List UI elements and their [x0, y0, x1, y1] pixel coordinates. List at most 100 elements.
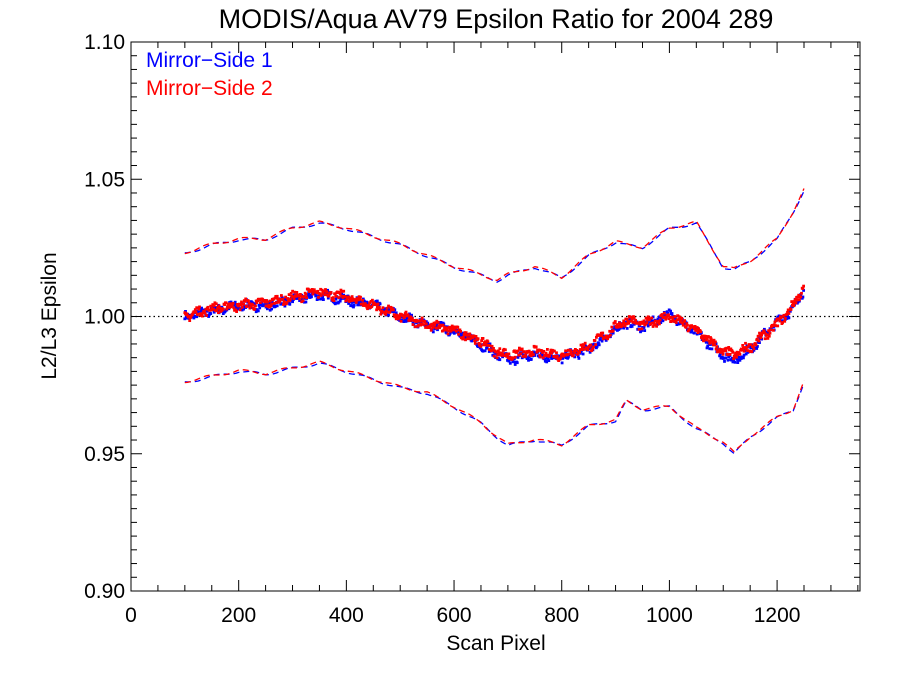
- series-point: [338, 299, 342, 303]
- series-point: [588, 350, 592, 354]
- series-point: [375, 305, 379, 309]
- series-point: [710, 347, 714, 351]
- series-point: [791, 301, 795, 305]
- series-point: [456, 325, 460, 329]
- series-point: [324, 288, 327, 291]
- series-point: [266, 307, 269, 311]
- series-point: [800, 291, 803, 295]
- series-point: [498, 358, 502, 362]
- x-tick-label: 800: [544, 604, 579, 627]
- series-point: [630, 325, 634, 328]
- series-point: [763, 327, 766, 331]
- series-point: [620, 324, 624, 327]
- series-point: [732, 357, 735, 361]
- series-point: [482, 343, 486, 347]
- series-point: [394, 311, 398, 315]
- series-point: [411, 323, 415, 326]
- series-point: [548, 354, 551, 357]
- ticks-layer: 0 200 400 600 800 1000 1200 0.90 0.95 1.00 1.05 1.1…: [84, 31, 860, 627]
- series-point: [413, 325, 417, 329]
- series-point: [322, 298, 325, 301]
- series-point: [410, 313, 413, 317]
- series-point: [316, 289, 320, 293]
- series-point: [183, 317, 187, 321]
- series-point: [581, 352, 585, 356]
- x-tick-label: 600: [437, 604, 472, 627]
- series-point: [704, 340, 708, 344]
- series-point: [491, 348, 495, 352]
- series-point: [211, 303, 215, 306]
- chart-title: MODIS/Aqua AV79 Epsilon Ratio for 2004 2…: [219, 4, 774, 34]
- series-point: [724, 349, 728, 353]
- series-point: [655, 324, 658, 328]
- series-point: [501, 352, 504, 356]
- series-point: [338, 292, 342, 296]
- series-point: [604, 339, 608, 342]
- series-point: [490, 344, 494, 348]
- series-point: [287, 293, 291, 296]
- series-point: [200, 314, 204, 318]
- series-point: [291, 300, 294, 304]
- series-point: [221, 307, 225, 311]
- series-point: [789, 308, 793, 311]
- series-point: [272, 297, 276, 301]
- series-point: [704, 334, 707, 338]
- series-point: [758, 341, 761, 344]
- series-point: [521, 355, 525, 358]
- series-point: [212, 310, 216, 314]
- series-point: [324, 293, 328, 296]
- series-point: [317, 297, 321, 301]
- series-point: [285, 301, 289, 304]
- series-point: [333, 292, 337, 296]
- series-point: [452, 331, 456, 335]
- series-point: [431, 330, 435, 334]
- series-point: [610, 325, 614, 329]
- series-point: [365, 300, 369, 304]
- series-point: [191, 312, 194, 316]
- series-point: [431, 325, 435, 329]
- series-point: [646, 318, 649, 322]
- series-point: [387, 313, 390, 317]
- series-point: [322, 289, 326, 293]
- series-point: [352, 303, 356, 307]
- series-point: [207, 313, 211, 317]
- series-point: [743, 346, 747, 349]
- series-point: [265, 299, 269, 302]
- series-point: [555, 351, 558, 355]
- series-point: [772, 323, 776, 327]
- series-point: [231, 301, 235, 305]
- series-point: [742, 349, 746, 353]
- series-point: [516, 356, 520, 359]
- series-point: [547, 359, 551, 362]
- series-point: [740, 348, 744, 352]
- series-point: [713, 343, 717, 347]
- series-point: [289, 297, 292, 301]
- series-point: [428, 325, 432, 329]
- series-point: [342, 289, 346, 293]
- series-point: [767, 329, 770, 333]
- series-point: [548, 351, 552, 355]
- series-point: [515, 361, 519, 365]
- series-point: [756, 334, 760, 338]
- series-point: [550, 357, 553, 360]
- series-point: [642, 326, 646, 329]
- lower-bound-line: [184, 360, 805, 453]
- series-point: [662, 311, 666, 315]
- series-point: [736, 361, 740, 364]
- series-point: [275, 294, 279, 298]
- series-point: [380, 310, 384, 314]
- series-point: [197, 307, 201, 311]
- series-point: [658, 318, 662, 322]
- series-point: [284, 295, 287, 299]
- series-point: [758, 331, 761, 335]
- series-point: [686, 323, 689, 327]
- series-point: [492, 354, 496, 358]
- y-tick-label: 1.05: [84, 168, 125, 191]
- series-point: [364, 302, 367, 306]
- series-point: [298, 298, 302, 302]
- series-point: [293, 290, 297, 294]
- series-point: [513, 363, 517, 366]
- series-point: [534, 345, 538, 349]
- series-point: [567, 355, 570, 359]
- series-point: [450, 328, 453, 332]
